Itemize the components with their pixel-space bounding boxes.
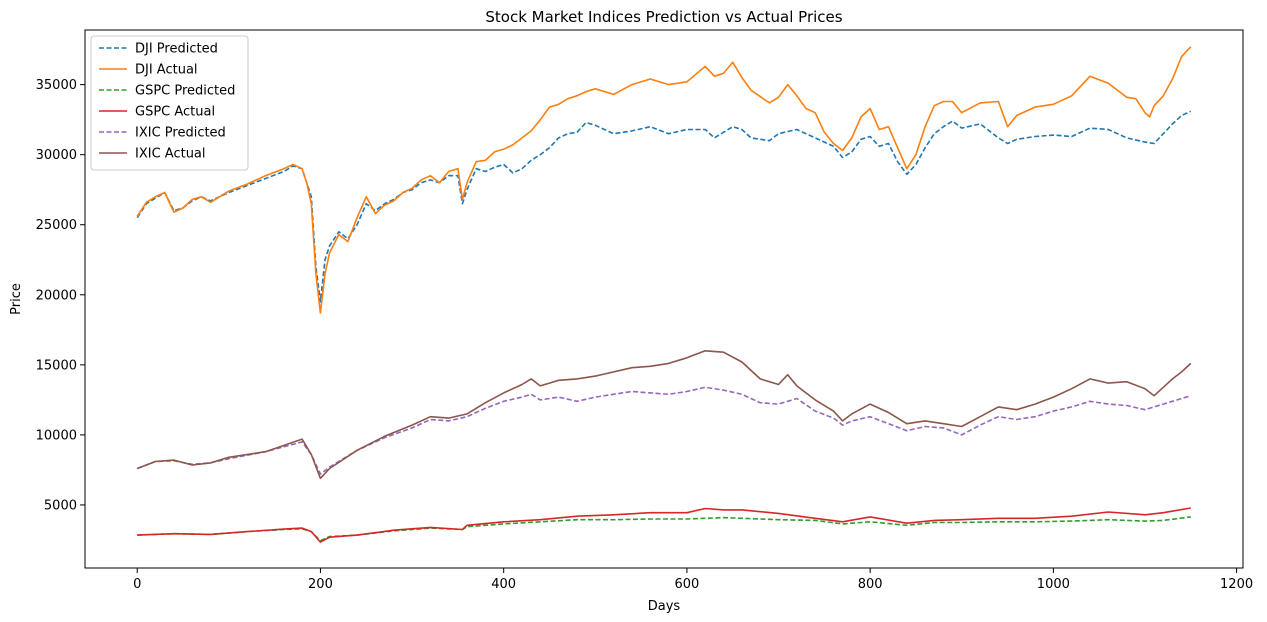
y-tick-label: 5000: [44, 498, 77, 513]
series-layer: [136, 46, 1192, 543]
plot-frame: [84, 29, 1244, 569]
legend-label-2: GSPC Predicted: [135, 84, 235, 99]
x-tick-label: 0: [133, 577, 141, 592]
x-axis: 0 200 400 600 800 1000 1200: [133, 568, 1253, 592]
legend-box: [90, 35, 249, 171]
legend-label-3: GSPC Actual: [135, 105, 215, 120]
x-tick-label: 200: [308, 577, 333, 592]
series-line-4: [136, 386, 1192, 475]
legend-label-5: IXIC Actual: [135, 147, 206, 162]
x-tick-label: 1200: [1220, 577, 1253, 592]
legend-label-0: DJI Predicted: [135, 42, 218, 57]
series-line-1: [136, 46, 1192, 314]
y-axis-label: Price: [9, 283, 24, 315]
series-line-3: [137, 507, 1191, 543]
legend-label-4: IXIC Predicted: [135, 126, 226, 141]
y-axis: 5000 10000 15000 20000 25000 30000 35000: [36, 78, 85, 513]
series-line-0: [136, 110, 1192, 303]
chart-title: Stock Market Indices Prediction vs Actua…: [485, 8, 842, 26]
y-tick-label: 15000: [36, 358, 77, 373]
x-axis-label: Days: [648, 599, 681, 614]
y-tick-label: 10000: [36, 428, 77, 443]
legend-label-1: DJI Actual: [135, 63, 198, 78]
x-tick-label: 800: [858, 577, 883, 592]
y-tick-label: 35000: [36, 78, 77, 93]
y-tick-label: 20000: [36, 288, 77, 303]
y-tick-label: 25000: [36, 218, 77, 233]
x-tick-label: 1000: [1037, 577, 1070, 592]
x-tick-label: 400: [491, 577, 516, 592]
y-tick-label: 30000: [36, 148, 77, 163]
series-line-5: [136, 350, 1192, 480]
legend: DJI Predicted DJI Actual GSPC Predicted GSP…: [90, 35, 249, 171]
x-tick-label: 600: [674, 577, 699, 592]
